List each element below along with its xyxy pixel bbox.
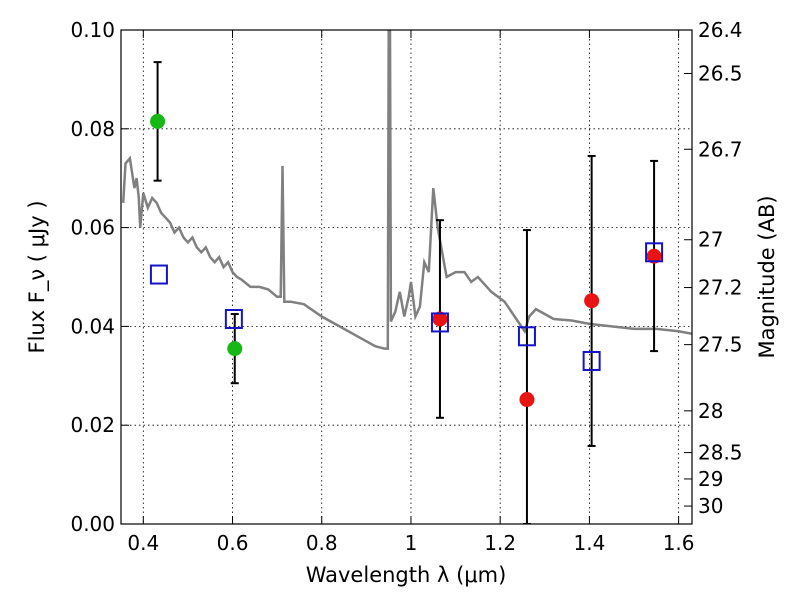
right-y-tick-label: 27	[698, 228, 723, 252]
flux-point	[646, 248, 662, 264]
tick-labels: 0.4 0.6 0.8 1 1.2 1.4 1.6 0.00 0.02 0.04 0.06 0.08 0…	[70, 18, 742, 555]
flux-point	[227, 341, 243, 357]
x-tick-label: 1.2	[484, 531, 516, 555]
y-tick-label: 0.08	[70, 117, 115, 141]
right-y-tick-label: 26.4	[698, 18, 743, 42]
flux-point	[519, 392, 535, 408]
right-y-tick-label: 26.7	[698, 137, 743, 161]
plot-frame	[120, 29, 693, 525]
right-y-tick-label: 28	[698, 399, 723, 423]
y-tick-label: 0.04	[70, 314, 115, 338]
y-axis-title: Flux F_ν ( μJy )	[25, 200, 50, 353]
model-flux-square	[645, 242, 664, 263]
model-flux-square	[582, 350, 601, 371]
model-flux-square	[224, 308, 243, 329]
flux-point	[432, 311, 448, 327]
x-tick-label: 0.8	[306, 531, 338, 555]
model-spectrum-line	[121, 30, 692, 350]
plot-contents	[121, 30, 692, 524]
plot-area	[121, 30, 692, 524]
y-tick-label: 0.02	[70, 413, 115, 437]
axis-ticks	[121, 29, 692, 525]
model-flux-square	[149, 264, 168, 285]
right-y-tick-label: 26.5	[698, 61, 743, 85]
y-tick-label: 0.10	[70, 18, 115, 42]
flux-point	[584, 293, 600, 309]
x-axis-title: Wavelength λ (μm)	[306, 563, 507, 587]
data-markers	[149, 113, 664, 408]
x-tick-label: 1.6	[663, 531, 695, 555]
x-tick-label: 0.6	[217, 531, 249, 555]
x-tick-label: 1	[405, 531, 418, 555]
right-y-tick-label: 29	[698, 467, 723, 491]
model-flux-square	[517, 326, 536, 347]
right-y-tick-label: 27.5	[698, 333, 743, 357]
right-y-tick-label: 30	[698, 494, 723, 518]
model-flux-square	[430, 312, 449, 333]
x-tick-label: 0.4	[127, 531, 159, 555]
y-tick-label: 0.06	[70, 216, 115, 240]
right-y-axis-title: Magnitude (AB)	[755, 195, 779, 358]
y-tick-label: 0.00	[70, 512, 115, 536]
x-tick-label: 1.4	[573, 531, 605, 555]
right-y-tick-label: 27.2	[698, 276, 743, 300]
flux-point	[150, 113, 166, 129]
right-y-tick-label: 28.5	[698, 441, 743, 465]
